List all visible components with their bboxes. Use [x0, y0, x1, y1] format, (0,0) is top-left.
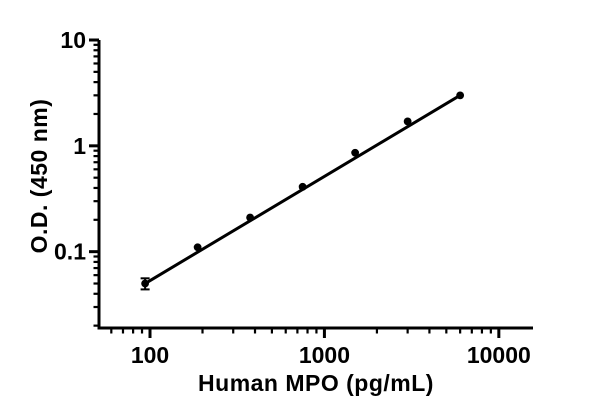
data-point-marker	[246, 213, 255, 222]
y-tick-label: 10	[60, 27, 86, 53]
y-axis-title: O.D. (450 nm)	[26, 99, 52, 254]
x-axis-title: Human MPO (pg/mL)	[198, 370, 434, 396]
data-series	[140, 91, 465, 291]
data-point-marker	[403, 117, 412, 126]
axes	[97, 40, 533, 330]
axis-ticks	[89, 38, 501, 338]
data-point-marker	[456, 91, 465, 100]
x-tick-label: 100	[131, 342, 169, 368]
data-point-marker	[193, 243, 202, 252]
data-point-marker	[141, 279, 150, 288]
tick-labels: 100 1000 10000 10 1 0.1	[54, 27, 531, 368]
x-tick-label: 10000	[467, 342, 531, 368]
y-tick-label: 1	[73, 133, 86, 159]
x-tick-label: 1000	[299, 342, 350, 368]
data-point-marker	[298, 182, 307, 191]
data-point-marker	[351, 148, 360, 157]
y-tick-label: 0.1	[54, 239, 86, 265]
